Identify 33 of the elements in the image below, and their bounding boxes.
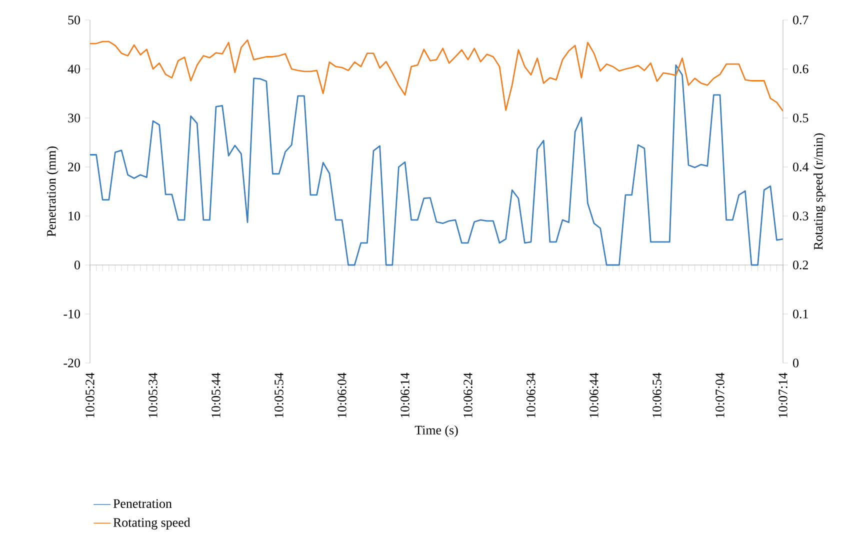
y2-tick-label: 0 <box>793 358 799 368</box>
x-tick-label: 10:06:54 <box>652 372 662 418</box>
x-tick-label: 10:06:04 <box>338 372 346 418</box>
x-tick-label: 10:06:24 <box>464 372 472 418</box>
y2-tick-label: 0.7 <box>793 16 808 24</box>
legend-label: Penetration <box>113 499 172 508</box>
x-tick-label: 10:07:04 <box>716 372 724 418</box>
y-tick-label: 0 <box>74 260 80 270</box>
y2-tick-label: 0.3 <box>793 212 808 220</box>
y-tick-label: -20 <box>64 358 80 368</box>
x-tick-label: 10:05:54 <box>274 372 284 418</box>
y2-axis-title: Rotating speed (r/min) <box>814 133 826 250</box>
y2-tick-label: 0.2 <box>793 260 808 270</box>
x-tick-label: 10:05:34 <box>148 372 158 418</box>
legend-label: Rotating speed <box>113 518 190 530</box>
x-tick-label: 10:06:34 <box>526 372 536 418</box>
y-tick-label: 20 <box>68 162 80 172</box>
x-tick-label: 10:06:44 <box>590 372 598 418</box>
y-tick-label: 30 <box>68 114 80 122</box>
y2-tick-label: 0.6 <box>793 64 808 74</box>
x-axis-title: Time (s) <box>414 425 458 438</box>
x-tick-label: 10:06:14 <box>400 372 410 418</box>
x-tick-label: 10:07:14 <box>778 372 788 418</box>
y-tick-label: 40 <box>68 64 80 74</box>
x-tick-label: 10:05:24 <box>86 372 94 418</box>
y-axis-title: Penetration (mm) <box>46 146 58 237</box>
y-tick-label: -10 <box>64 310 80 318</box>
y2-tick-label: 0.5 <box>793 114 808 122</box>
y2-tick-label: 0.1 <box>793 310 808 318</box>
x-tick-label: 10:05:44 <box>212 372 220 418</box>
y-tick-label: 50 <box>68 16 80 24</box>
y2-tick-label: 0.4 <box>793 162 809 172</box>
y-tick-label: 10 <box>68 212 80 220</box>
